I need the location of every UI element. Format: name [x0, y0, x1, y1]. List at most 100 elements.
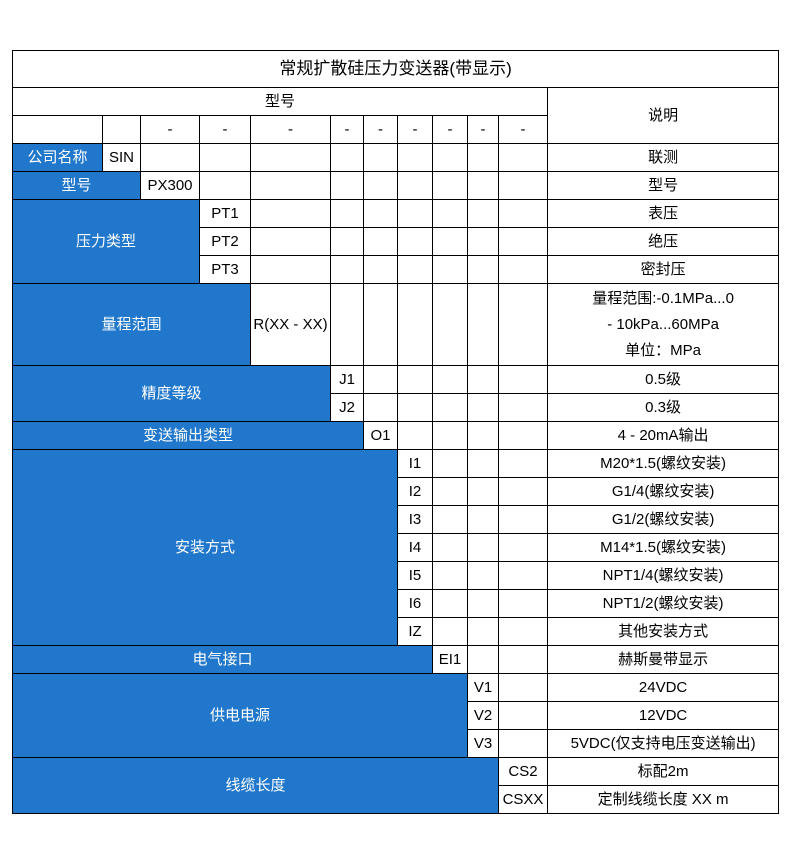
grid-cell [140, 143, 200, 172]
dash-cell: - [330, 115, 364, 144]
desc-header: 说明 [546, 87, 780, 144]
code-cell: PX300 [140, 171, 200, 200]
dash-cell: - [498, 115, 548, 144]
grid-cell [467, 505, 499, 534]
grid-cell [432, 561, 468, 590]
grid-cell [498, 729, 548, 758]
grid-cell [432, 199, 468, 228]
grid-cell [467, 477, 499, 506]
grid-cell [498, 617, 548, 646]
desc-cell: 型号 [546, 171, 780, 200]
grid-cell [432, 143, 468, 172]
code-cell: I3 [397, 505, 433, 534]
grid-cell [498, 283, 548, 366]
range-desc-line: - 10kPa...60MPa [607, 315, 719, 333]
grid-cell [498, 393, 548, 422]
grid-cell [467, 561, 499, 590]
grid-cell [432, 477, 468, 506]
grid-cell [397, 143, 433, 172]
grid-cell [330, 283, 364, 366]
grid-cell [498, 199, 548, 228]
dash-cell: - [199, 115, 251, 144]
range-desc-line: 单位：MPa [625, 341, 701, 359]
grid-cell [102, 115, 141, 144]
code-cell: J1 [330, 365, 364, 394]
dash-cell: - [250, 115, 331, 144]
grid-cell [467, 393, 499, 422]
grid-cell [467, 589, 499, 618]
category-output-type: 变送输出类型 [12, 421, 364, 450]
grid-cell [467, 617, 499, 646]
grid-cell [397, 283, 433, 366]
code-cell: R(XX - XX) [250, 283, 331, 366]
grid-cell [432, 589, 468, 618]
category-installation: 安装方式 [12, 449, 398, 646]
desc-cell: M14*1.5(螺纹安装) [546, 533, 780, 562]
category-accuracy: 精度等级 [12, 365, 331, 422]
desc-cell: 赫斯曼带显示 [546, 645, 780, 674]
dash-cell: - [467, 115, 499, 144]
grid-cell [250, 171, 331, 200]
code-cell: IZ [397, 617, 433, 646]
grid-cell [432, 393, 468, 422]
grid-cell [250, 199, 331, 228]
grid-cell [330, 171, 364, 200]
grid-cell [250, 143, 331, 172]
grid-cell [498, 365, 548, 394]
grid-cell [199, 171, 251, 200]
code-cell: SIN [102, 143, 141, 172]
dash-cell: - [397, 115, 433, 144]
grid-cell [467, 421, 499, 450]
grid-cell [498, 505, 548, 534]
code-cell: EI1 [432, 645, 468, 674]
grid-cell [432, 617, 468, 646]
grid-cell [397, 393, 433, 422]
grid-cell [498, 701, 548, 730]
category-range: 量程范围 [12, 283, 251, 366]
grid-cell [432, 449, 468, 478]
desc-cell: M20*1.5(螺纹安装) [546, 449, 780, 478]
grid-cell [498, 533, 548, 562]
dash-cell: - [140, 115, 200, 144]
grid-cell [467, 171, 499, 200]
grid-cell [250, 255, 331, 284]
category-pressure-type: 压力类型 [12, 199, 200, 284]
grid-cell [432, 283, 468, 366]
grid-cell [498, 589, 548, 618]
dash-cell: - [432, 115, 468, 144]
grid-cell [467, 533, 499, 562]
grid-cell [12, 115, 103, 144]
code-cell: I4 [397, 533, 433, 562]
desc-cell: 定制线缆长度 XX m [546, 785, 780, 814]
desc-cell: G1/4(螺纹安装) [546, 477, 780, 506]
grid-cell [397, 421, 433, 450]
code-cell: I6 [397, 589, 433, 618]
dash-cell: - [363, 115, 398, 144]
desc-cell: 0.3级 [546, 393, 780, 422]
grid-cell [467, 143, 499, 172]
desc-cell: G1/2(螺纹安装) [546, 505, 780, 534]
code-cell: I5 [397, 561, 433, 590]
grid-cell [363, 199, 398, 228]
category-electrical-interface: 电气接口 [12, 645, 433, 674]
desc-cell: 24VDC [546, 673, 780, 702]
grid-cell [467, 645, 499, 674]
code-cell: J2 [330, 393, 364, 422]
grid-cell [498, 255, 548, 284]
code-cell: I2 [397, 477, 433, 506]
model-selection-table: 常规扩散硅压力变送器(带显示) 型号 说明 - - - - - - - - - … [11, 50, 780, 814]
desc-cell: 0.5级 [546, 365, 780, 394]
desc-cell: 量程范围:-0.1MPa...0 - 10kPa...60MPa 单位：MPa [546, 283, 780, 366]
grid-cell [199, 143, 251, 172]
desc-cell: NPT1/2(螺纹安装) [546, 589, 780, 618]
grid-cell [397, 227, 433, 256]
grid-cell [467, 199, 499, 228]
grid-cell [432, 505, 468, 534]
grid-cell [498, 673, 548, 702]
grid-cell [397, 171, 433, 200]
grid-cell [432, 255, 468, 284]
grid-cell [498, 449, 548, 478]
category-model: 型号 [12, 171, 141, 200]
range-desc-line: 量程范围:-0.1MPa...0 [592, 289, 734, 307]
